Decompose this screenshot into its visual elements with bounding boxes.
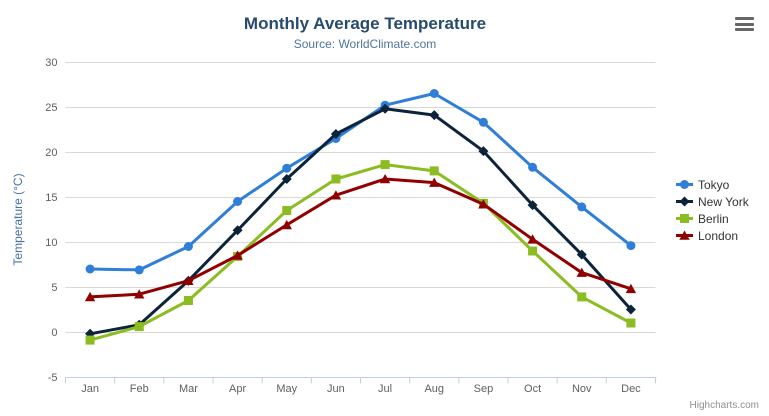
y-axis-tick-label: -5 — [48, 372, 58, 384]
x-axis-tick-label: Jul — [378, 383, 392, 395]
data-point-marker-square[interactable] — [380, 160, 390, 170]
data-point-marker-triangle[interactable] — [478, 199, 489, 209]
legend-label: Tokyo — [698, 177, 730, 192]
legend-marker-square-icon — [676, 214, 693, 223]
data-point-marker-diamond[interactable] — [679, 196, 690, 207]
data-point-marker-triangle[interactable] — [429, 177, 440, 187]
legend-label: London — [698, 228, 739, 243]
data-point-marker-triangle[interactable] — [281, 219, 292, 230]
legend-item-london[interactable]: London — [676, 227, 749, 244]
legend-marker-circle-icon — [676, 180, 693, 189]
hamburger-menu-icon — [735, 22, 754, 26]
data-point-marker-circle[interactable] — [528, 162, 538, 172]
legend-label: Berlin — [698, 211, 729, 226]
data-point-marker-diamond[interactable] — [625, 304, 636, 315]
data-point-marker-diamond[interactable] — [576, 249, 587, 260]
data-point-marker-square[interactable] — [429, 166, 439, 176]
series-line[interactable] — [88, 163, 633, 342]
data-point-marker-circle[interactable] — [85, 264, 95, 274]
x-axis-tick-label: Apr — [229, 383, 246, 395]
x-axis-tick-label: Nov — [572, 383, 592, 395]
hamburger-menu-icon — [735, 28, 754, 31]
data-point-marker-triangle[interactable] — [576, 267, 587, 277]
data-point-marker-square[interactable] — [331, 174, 341, 184]
x-axis-tick-label: Mar — [179, 383, 198, 395]
series-tokyo[interactable] — [85, 89, 636, 275]
data-point-marker-square[interactable] — [577, 292, 587, 302]
data-point-marker-diamond[interactable] — [429, 110, 440, 121]
data-point-marker-circle[interactable] — [183, 242, 193, 251]
legend-item-new-york[interactable]: New York — [676, 193, 749, 210]
chart-title: Monthly Average Temperature — [243, 14, 487, 33]
highcharts-credits-link[interactable]: Highcharts.com — [689, 400, 759, 411]
data-point-marker-triangle[interactable] — [84, 291, 96, 302]
data-point-marker-diamond[interactable] — [232, 225, 243, 236]
legend-marker-triangle-icon — [676, 230, 693, 240]
hamburger-menu-icon — [735, 17, 754, 20]
data-point-marker-diamond[interactable] — [330, 129, 341, 139]
legend-item-tokyo[interactable]: Tokyo — [676, 176, 749, 193]
data-point-marker-circle[interactable] — [134, 265, 144, 275]
y-axis-tick-label: 5 — [51, 282, 57, 294]
data-point-marker-square[interactable] — [282, 206, 292, 215]
data-point-marker-square[interactable] — [183, 296, 193, 305]
x-axis-tick-label: Jan — [81, 383, 99, 395]
data-point-marker-triangle[interactable] — [679, 230, 690, 240]
chart-subtitle: Source: WorldClimate.com — [293, 37, 437, 51]
data-point-marker-triangle[interactable] — [330, 190, 342, 200]
data-point-marker-diamond[interactable] — [527, 200, 538, 211]
legend-label: New York — [698, 194, 749, 209]
data-point-marker-circle[interactable] — [577, 202, 587, 212]
data-point-marker-circle[interactable] — [429, 89, 439, 98]
data-point-marker-square[interactable] — [528, 246, 538, 256]
data-point-marker-triangle[interactable] — [232, 250, 243, 260]
y-axis-tick-label: 20 — [45, 147, 57, 159]
export-menu-button[interactable] — [735, 17, 754, 31]
data-point-marker-circle[interactable] — [626, 241, 636, 251]
data-point-marker-triangle[interactable] — [183, 275, 194, 285]
x-axis-tick-label: Oct — [524, 383, 541, 395]
x-axis-tick-label: Dec — [621, 383, 641, 395]
data-point-marker-diamond[interactable] — [281, 174, 292, 184]
series-berlin[interactable] — [85, 160, 636, 345]
x-axis-tick-label: Sep — [474, 383, 494, 395]
x-axis-tick-label: Feb — [130, 383, 149, 395]
series-london[interactable] — [84, 174, 637, 302]
y-axis-tick-label: 15 — [45, 192, 57, 204]
y-axis-tick-label: 25 — [45, 102, 57, 114]
y-axis-tick-label: 30 — [45, 57, 57, 69]
data-point-marker-square[interactable] — [85, 335, 95, 345]
data-point-marker-square[interactable] — [134, 322, 144, 332]
y-axis-tick-label: 0 — [51, 327, 57, 339]
x-axis-tick-label: May — [276, 383, 297, 395]
data-point-marker-circle[interactable] — [233, 197, 243, 206]
data-point-marker-diamond[interactable] — [478, 146, 489, 157]
series-line[interactable] — [88, 107, 633, 336]
y-axis-title: Temperature (°C) — [11, 173, 25, 265]
x-axis-tick-label: Jun — [327, 383, 345, 395]
data-point-marker-circle[interactable] — [282, 163, 292, 173]
data-point-marker-square[interactable] — [626, 318, 636, 328]
series-new-york[interactable] — [85, 103, 636, 339]
data-point-marker-circle[interactable] — [478, 117, 488, 127]
legend-item-berlin[interactable]: Berlin — [676, 210, 749, 227]
legend: Tokyo New York Berlin London — [676, 176, 749, 244]
y-axis-tick-label: 10 — [45, 237, 57, 249]
data-point-marker-diamond[interactable] — [380, 103, 391, 114]
data-point-marker-square[interactable] — [680, 214, 689, 223]
data-point-marker-triangle[interactable] — [134, 289, 145, 299]
legend-marker-diamond-icon — [676, 196, 693, 207]
data-point-marker-triangle[interactable] — [379, 174, 391, 184]
series-line[interactable] — [88, 177, 633, 299]
data-point-marker-circle[interactable] — [680, 180, 689, 189]
data-point-marker-triangle[interactable] — [527, 234, 538, 244]
x-axis-tick-label: Aug — [424, 383, 444, 395]
data-point-marker-triangle[interactable] — [625, 283, 637, 294]
